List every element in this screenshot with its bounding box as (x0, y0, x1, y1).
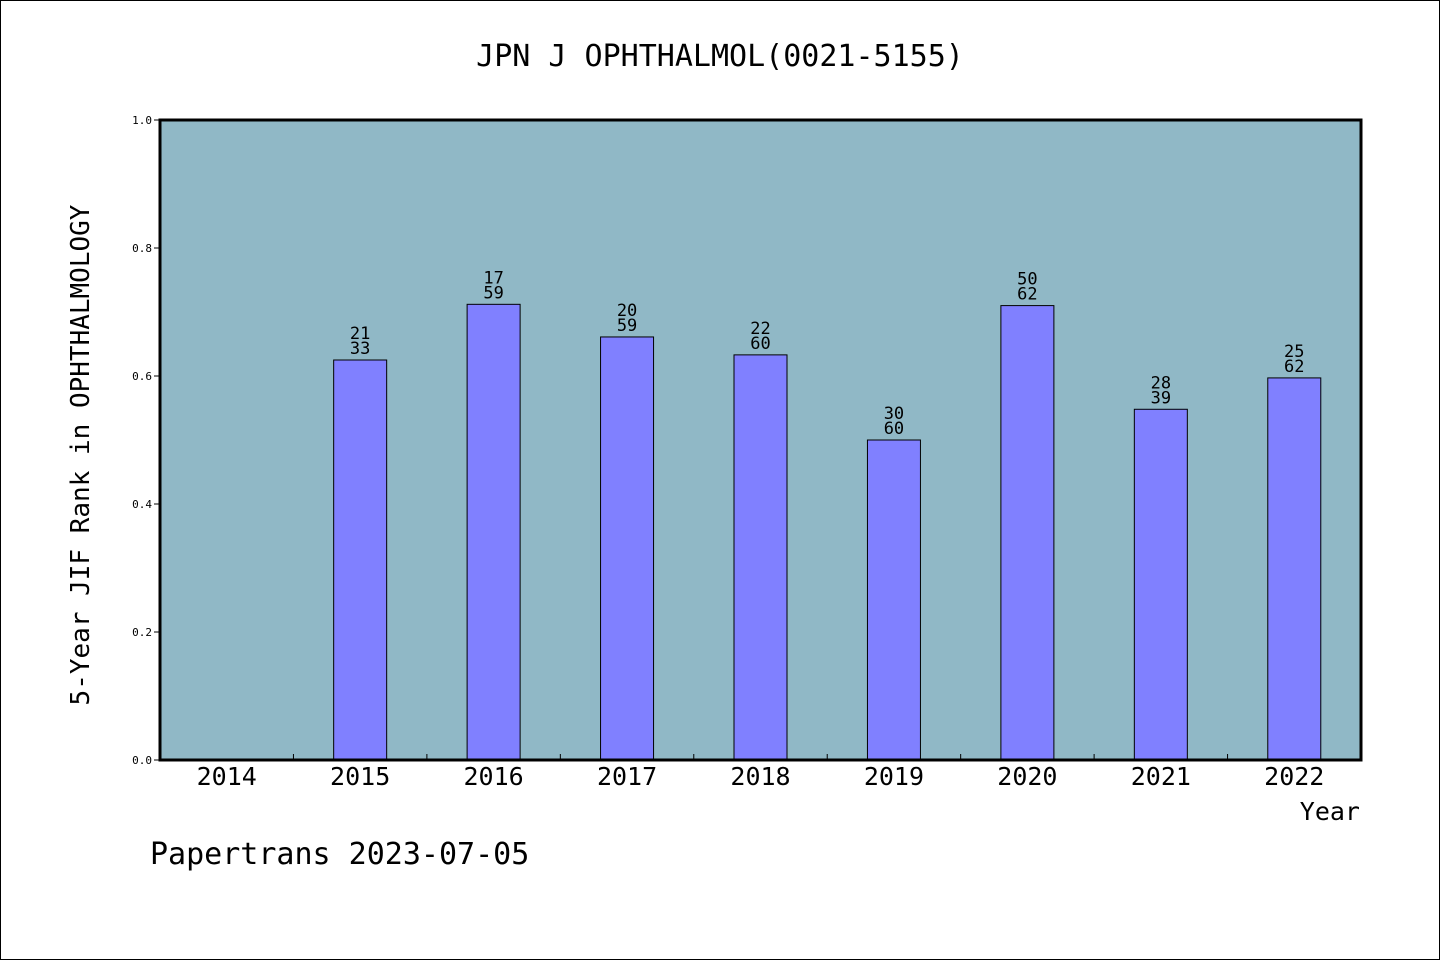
bar-total-label-2022: 62 (1284, 357, 1304, 377)
bar-rank-label-2017: 20 (617, 301, 637, 321)
bar-total-label-2021: 39 (1151, 388, 1171, 408)
x-tick-label-2019: 2019 (864, 762, 924, 791)
x-tick-label-2020: 2020 (997, 762, 1057, 791)
x-axis-label: Year (1300, 797, 1360, 826)
bar-2021 (1133, 408, 1188, 761)
bar-2022 (1267, 377, 1322, 761)
bar-total-label-2020: 62 (1017, 285, 1037, 305)
footer-watermark: Papertrans 2023-07-05 (150, 837, 529, 872)
bar-total-label-2019: 60 (884, 419, 904, 439)
x-tick-label-2016: 2016 (464, 762, 524, 791)
bar-total-label-2016: 59 (483, 283, 503, 303)
bar-total-label-2018: 60 (750, 334, 770, 354)
bar-rank-label-2020: 50 (1017, 270, 1037, 290)
y-tick-label-1.0: 1.0 (132, 114, 152, 127)
x-axis-ticks: 2014 2015 2016 2017 2018 2019 2020 2021 2022 (197, 754, 1324, 791)
bar-total-label-2015: 33 (350, 339, 370, 359)
bar-2015 (333, 359, 388, 761)
x-tick-label-2015: 2015 (330, 762, 390, 791)
bar-2019 (866, 439, 921, 761)
bar-2018 (733, 354, 788, 761)
bar-total-label-2017: 59 (617, 316, 637, 336)
bar-rank-label-2018: 22 (750, 319, 770, 339)
y-tick-label-0.4: 0.4 (132, 498, 152, 511)
y-axis-ticks: 0.0 0.2 0.4 0.6 0.8 1.0 (132, 114, 160, 767)
y-axis-label: 5-Year JIF Rank in OPHTHALMOLOGY (66, 204, 96, 705)
chart-title: JPN J OPHTHALMOL(0021-5155) (476, 39, 964, 74)
x-tick-label-2017: 2017 (597, 762, 657, 791)
y-tick-label-0.0: 0.0 (132, 754, 152, 767)
y-tick-label-0.6: 0.6 (132, 370, 152, 383)
x-tick-label-2018: 2018 (730, 762, 790, 791)
bar-2017 (600, 336, 655, 761)
bar-rank-label-2022: 25 (1284, 342, 1304, 362)
x-tick-label-2014: 2014 (197, 762, 257, 791)
y-tick-label-0.8: 0.8 (132, 242, 152, 255)
bar-2020 (1000, 305, 1055, 761)
bar-rank-label-2021: 28 (1151, 373, 1171, 393)
bar-rank-label-2016: 17 (483, 268, 503, 288)
plot-border (158, 118, 1363, 762)
x-tick-label-2022: 2022 (1264, 762, 1324, 791)
y-tick-label-0.2: 0.2 (132, 626, 152, 639)
bars-group (333, 303, 1322, 761)
bar-rank-label-2019: 30 (884, 404, 904, 424)
bar-2016 (466, 303, 521, 761)
bar-rank-label-2015: 21 (350, 324, 370, 344)
x-tick-label-2021: 2021 (1131, 762, 1191, 791)
